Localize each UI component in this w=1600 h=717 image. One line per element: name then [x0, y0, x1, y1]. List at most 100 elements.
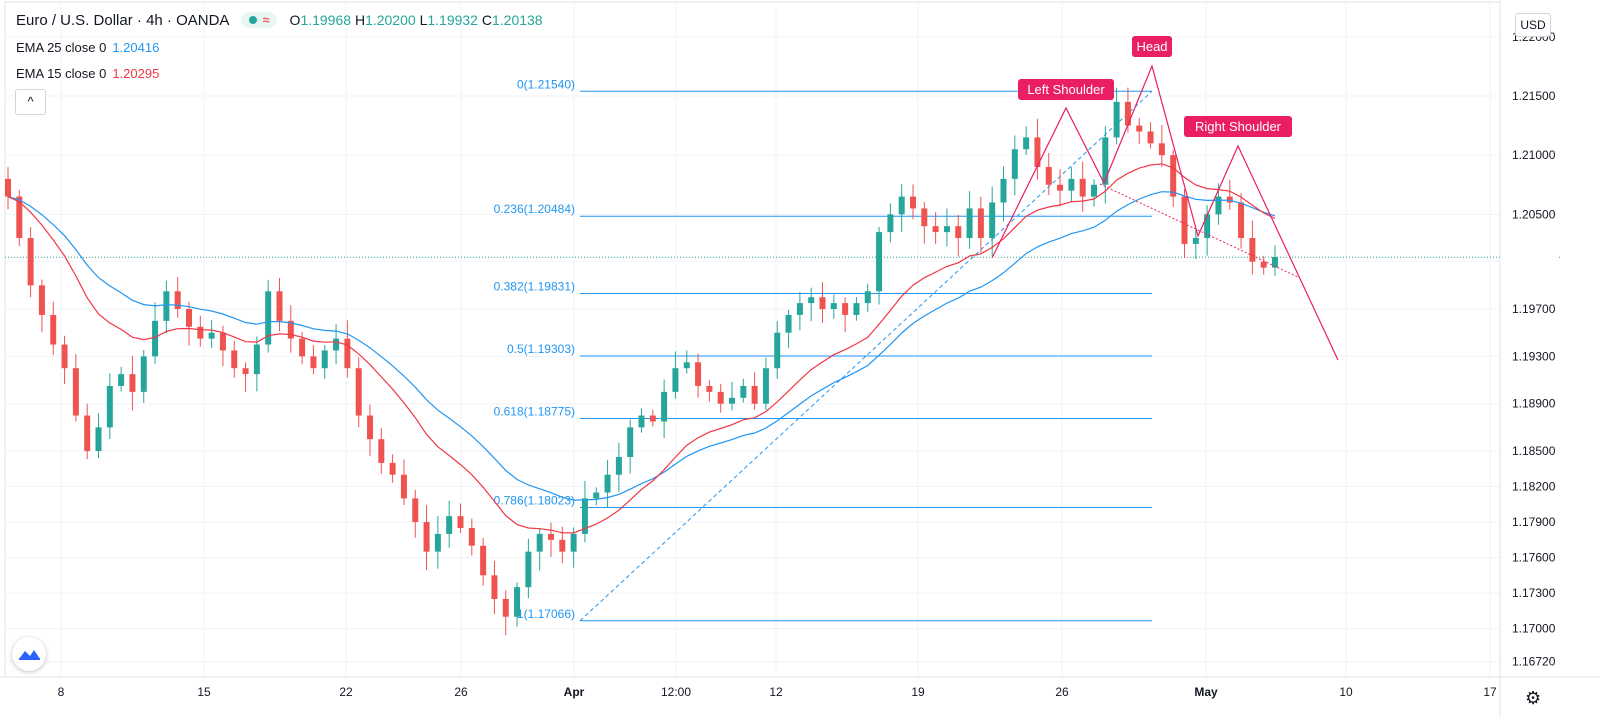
candle-body [1226, 196, 1233, 203]
fib-level-label: 0(1.21540) [517, 77, 575, 91]
candle-body [480, 545, 487, 576]
time-tick-label: May [1194, 685, 1218, 699]
candle-body [1249, 238, 1256, 262]
pattern-label-box [1184, 116, 1292, 137]
candle-body [1023, 137, 1030, 150]
candle-body [400, 474, 407, 499]
candle-body [649, 415, 656, 422]
candle-body [95, 427, 102, 452]
candle-body [423, 522, 430, 552]
candle-body [446, 516, 453, 534]
plot-area [4, 1, 1501, 678]
collapse-legend-button[interactable]: ^ [15, 89, 46, 115]
time-tick-label: 15 [197, 685, 211, 699]
candle-body [434, 533, 441, 552]
price-tick-label: 1.19300 [1512, 349, 1556, 363]
fib-level-label: 0.786(1.18023) [494, 494, 575, 508]
price-tick-label: 1.21500 [1512, 89, 1556, 103]
candle-body [943, 226, 950, 233]
candle-body [593, 492, 600, 499]
ema25-legend[interactable]: EMA 25 close 0 1.20416 [16, 40, 159, 55]
candle-body [921, 208, 928, 227]
price-tick-label: 1.16720 [1512, 655, 1556, 669]
candle-body [706, 385, 713, 392]
candle-body [910, 196, 916, 209]
candle-body [378, 439, 385, 463]
candle-body [796, 303, 803, 315]
time-tick-label: 8 [58, 685, 65, 699]
candle-body [548, 533, 554, 540]
candle-body [61, 344, 68, 369]
high-value: 1.20200 [365, 12, 416, 28]
candle-body [321, 350, 328, 369]
candle-body [989, 202, 996, 239]
time-tick-label: 10 [1339, 685, 1353, 699]
symbol-title[interactable]: Euro / U.S. Dollar [16, 12, 133, 29]
currency-button[interactable]: USD [1515, 13, 1551, 37]
candle-body [876, 232, 883, 292]
close-value: 1.20138 [491, 12, 543, 28]
candle-body [140, 356, 147, 392]
candle-body [604, 474, 611, 493]
pattern-label: Left Shoulder [1027, 82, 1105, 97]
chart-legend: Euro / U.S. Dollar · 4h · OANDA ≈ O1.199… [16, 12, 543, 29]
candle-body [740, 385, 747, 398]
fib-level-label: 1(1.17066) [517, 607, 575, 621]
candle-body [1136, 125, 1143, 132]
candle-body [186, 309, 192, 327]
candle-body [751, 385, 758, 404]
candle-body [729, 397, 735, 404]
candle-body [1238, 202, 1245, 239]
exchange-label: OANDA [176, 12, 229, 29]
time-tick-label: 19 [911, 685, 925, 699]
candle-body [72, 368, 79, 416]
candle-body [1260, 261, 1267, 268]
candle-body [1034, 137, 1041, 168]
candle-body [106, 385, 113, 428]
candle-body [955, 226, 962, 239]
candle-body [242, 368, 249, 375]
candle-body [1068, 178, 1075, 191]
candle-body [16, 196, 23, 239]
price-tick-label: 1.17000 [1512, 622, 1556, 636]
candle-body [152, 320, 159, 357]
gear-icon[interactable]: ⚙ [1525, 688, 1542, 708]
fib-trend-line [579, 90, 1153, 622]
ema15-line [7, 163, 1276, 534]
price-tick-label: 1.18900 [1512, 397, 1556, 411]
candle-body [1158, 143, 1165, 156]
candle-body [265, 291, 272, 345]
candle-body [842, 303, 849, 315]
candle-body [559, 539, 566, 552]
price-tick-label: 1.18200 [1512, 480, 1556, 494]
price-tick-label: 1.17900 [1512, 515, 1556, 529]
candle-body [231, 350, 238, 369]
market-status-pill[interactable]: ≈ [240, 12, 278, 28]
candle-body [966, 208, 973, 239]
candle-body [276, 291, 283, 321]
tradingview-logo-icon[interactable] [12, 637, 46, 671]
candle-body [1192, 238, 1199, 244]
price-tick-label: 1.19700 [1512, 302, 1556, 316]
ema15-value: 1.20295 [112, 66, 160, 81]
candle-body [174, 291, 181, 310]
candle-body [570, 533, 577, 552]
candle-body [717, 391, 724, 404]
candle-body [581, 498, 588, 534]
time-tick-label: 12 [769, 685, 783, 699]
price-tick-label: 1.20500 [1512, 207, 1556, 221]
candle-body [118, 374, 125, 386]
market-open-icon [248, 16, 257, 24]
ema15-legend[interactable]: EMA 15 close 0 1.20295 [16, 66, 159, 81]
candle-body [27, 238, 34, 286]
candle-body [819, 297, 826, 310]
candle-body [762, 368, 769, 404]
time-tick-label: 17 [1483, 685, 1497, 699]
neckline [1099, 183, 1301, 279]
time-tick-label: 26 [1055, 685, 1069, 699]
candle-body [695, 362, 702, 386]
interval-label[interactable]: 4h [146, 12, 163, 29]
time-tick-label: 26 [454, 685, 468, 699]
candle-body [491, 575, 498, 599]
